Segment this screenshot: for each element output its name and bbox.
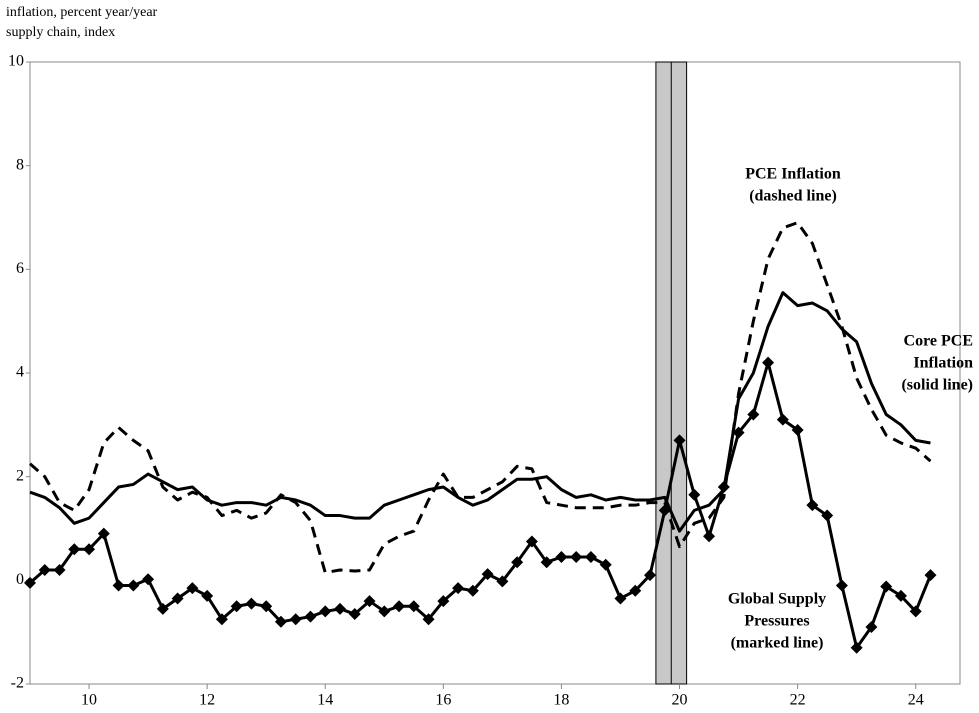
x-tick-label: 20 (672, 692, 688, 709)
marker (525, 535, 538, 548)
x-tick-label: 16 (435, 692, 451, 709)
marker (924, 569, 937, 582)
marker (363, 595, 376, 608)
y-tick-label: 0 (16, 571, 24, 588)
marker (614, 592, 627, 605)
marker (304, 610, 317, 623)
y-axis-label: inflation, percent year/year (6, 5, 158, 20)
marker (334, 602, 346, 615)
marker (393, 600, 406, 613)
annotation: PCE Inflation (745, 166, 841, 183)
marker (348, 608, 361, 621)
y-tick-label: 6 (16, 260, 24, 277)
x-tick-label: 24 (908, 692, 924, 709)
marker (865, 620, 878, 633)
y-tick-label: -2 (11, 675, 24, 692)
annotation: Inflation (913, 355, 973, 372)
marker (274, 615, 287, 628)
marker (97, 527, 110, 540)
marker (658, 504, 671, 517)
marker (909, 605, 922, 618)
marker (260, 600, 273, 613)
x-tick-label: 12 (199, 692, 215, 709)
marker (496, 575, 509, 588)
y-tick-label: 10 (8, 53, 24, 70)
marker (644, 569, 656, 582)
marker (201, 589, 214, 602)
marker (245, 597, 258, 610)
marker (776, 413, 789, 426)
marker (703, 530, 716, 543)
marker (673, 434, 686, 447)
marker (68, 543, 81, 556)
marker (732, 426, 745, 439)
marker (407, 600, 420, 613)
marker (156, 602, 169, 615)
marker (112, 579, 125, 592)
marker (83, 543, 96, 556)
annotation: Pressures (744, 613, 809, 630)
marker (142, 573, 155, 586)
y-tick-label: 8 (16, 156, 24, 173)
marker (821, 509, 834, 522)
marker (289, 613, 302, 626)
annotation: (marked line) (731, 635, 824, 652)
y-axis-label: supply chain, index (6, 25, 115, 40)
y-tick-label: 2 (16, 467, 24, 484)
marker (38, 563, 51, 576)
marker (555, 551, 568, 564)
marker (791, 424, 804, 437)
x-tick-label: 14 (317, 692, 333, 709)
marker (466, 584, 479, 597)
marker (422, 613, 435, 626)
marker (599, 558, 612, 571)
marker (24, 576, 36, 589)
marker (511, 556, 524, 569)
marker (880, 580, 893, 593)
y-tick-label: 4 (16, 364, 24, 381)
marker (215, 613, 228, 626)
x-tick-label: 22 (790, 692, 806, 709)
x-tick-label: 18 (553, 692, 569, 709)
x-tick-label: 10 (81, 692, 97, 709)
marker (747, 408, 760, 421)
marker (186, 582, 199, 595)
series-line (29, 291, 931, 533)
marker (894, 589, 907, 602)
marker (584, 551, 597, 564)
marker (127, 579, 140, 592)
annotation: (dashed line) (749, 188, 837, 205)
marker (850, 641, 863, 654)
marker (481, 568, 494, 581)
marker (540, 556, 553, 569)
annotation: (solid line) (901, 377, 973, 394)
series-line (29, 221, 932, 575)
marker (230, 600, 243, 613)
marker (835, 579, 848, 592)
annotation: Global Supply (728, 591, 826, 608)
marker (629, 584, 642, 597)
marker (378, 605, 391, 618)
marker (452, 582, 465, 595)
marker (762, 356, 775, 369)
marker (717, 481, 730, 494)
marker (171, 592, 184, 605)
marker (570, 551, 583, 564)
marker (806, 499, 819, 512)
marker (688, 488, 701, 501)
marker (319, 605, 332, 618)
annotation: Core PCE (904, 333, 973, 350)
marker (437, 595, 450, 608)
marker (53, 563, 66, 576)
